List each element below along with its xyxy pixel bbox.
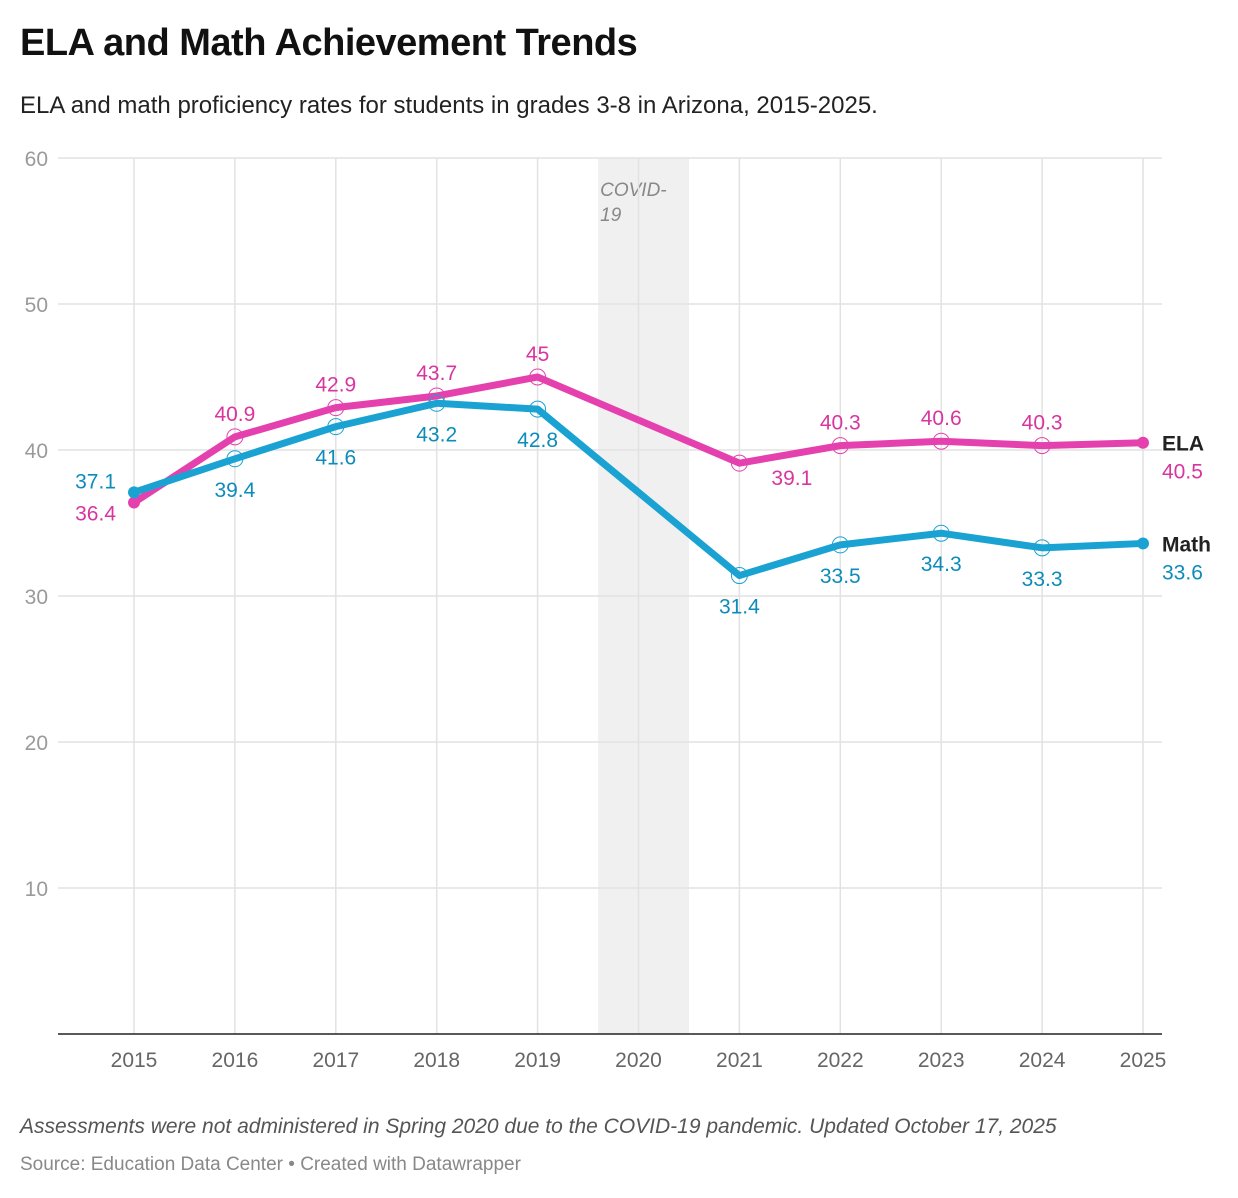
data-label: 43.2 (416, 423, 457, 446)
data-label: 45 (526, 343, 549, 366)
x-tick-label: 2025 (1120, 1049, 1167, 1072)
data-point (932, 432, 950, 450)
y-tick-label: 20 (25, 732, 48, 755)
data-point (730, 567, 748, 585)
series-line-math (130, 399, 1147, 580)
x-tick-label: 2019 (514, 1049, 561, 1072)
x-tick-label: 2018 (413, 1049, 460, 1072)
data-label: 36.4 (75, 503, 116, 526)
x-tick-label: 2023 (918, 1049, 965, 1072)
series-line-ela (130, 373, 1147, 507)
data-label: 37.1 (75, 470, 116, 493)
data-point (529, 368, 547, 386)
y-tick-label: 40 (25, 440, 48, 463)
data-point (327, 399, 345, 417)
series-end-label: Math (1162, 533, 1211, 556)
data-label: 31.4 (719, 596, 760, 619)
data-point (529, 400, 547, 418)
data-label: 39.1 (771, 467, 812, 490)
data-point (128, 486, 140, 499)
covid-label: COVID- (600, 180, 667, 201)
chart-title: ELA and Math Achievement Trends (20, 22, 638, 64)
data-label: 40.9 (214, 403, 255, 426)
data-point (831, 437, 849, 455)
data-point (428, 394, 446, 412)
data-label: 33.6 (1162, 561, 1203, 584)
data-point (932, 524, 950, 542)
data-label: 40.5 (1162, 461, 1203, 484)
data-point (226, 428, 244, 446)
data-label: 42.8 (517, 429, 558, 452)
x-tick-label: 2020 (615, 1049, 662, 1072)
data-label: 39.4 (214, 479, 255, 502)
data-label: 41.6 (315, 447, 356, 470)
y-tick-label: 10 (25, 878, 48, 901)
chart-note: Assessments were not administered in Spr… (20, 1115, 1057, 1138)
chart-subtitle: ELA and math proficiency rates for stude… (20, 92, 878, 119)
data-point (1137, 436, 1149, 449)
series-end-label: ELA (1162, 433, 1204, 456)
data-point (1033, 437, 1051, 455)
data-point (1033, 539, 1051, 557)
data-point (226, 450, 244, 468)
data-label: 33.5 (820, 565, 861, 588)
data-point (128, 496, 140, 509)
data-label: 40.6 (921, 407, 962, 430)
data-label: 42.9 (315, 374, 356, 397)
data-label: 34.3 (921, 553, 962, 576)
data-point (327, 418, 345, 436)
x-tick-label: 2015 (111, 1049, 158, 1072)
data-point (1137, 537, 1149, 550)
data-label: 43.7 (416, 362, 457, 385)
y-tick-label: 50 (25, 294, 48, 317)
x-tick-label: 2017 (312, 1049, 359, 1072)
x-tick-label: 2016 (212, 1049, 259, 1072)
y-tick-label: 60 (25, 148, 48, 171)
data-point (831, 536, 849, 554)
data-label: 40.3 (820, 412, 861, 435)
data-label: 40.3 (1022, 412, 1063, 435)
x-tick-label: 2022 (817, 1049, 864, 1072)
data-point (730, 454, 748, 472)
data-label: 33.3 (1022, 568, 1063, 591)
chart-source: Source: Education Data Center • Created … (20, 1154, 521, 1175)
covid-label: 19 (600, 205, 622, 226)
x-tick-label: 2021 (716, 1049, 763, 1072)
x-tick-label: 2024 (1019, 1049, 1066, 1072)
y-tick-label: 30 (25, 586, 48, 609)
